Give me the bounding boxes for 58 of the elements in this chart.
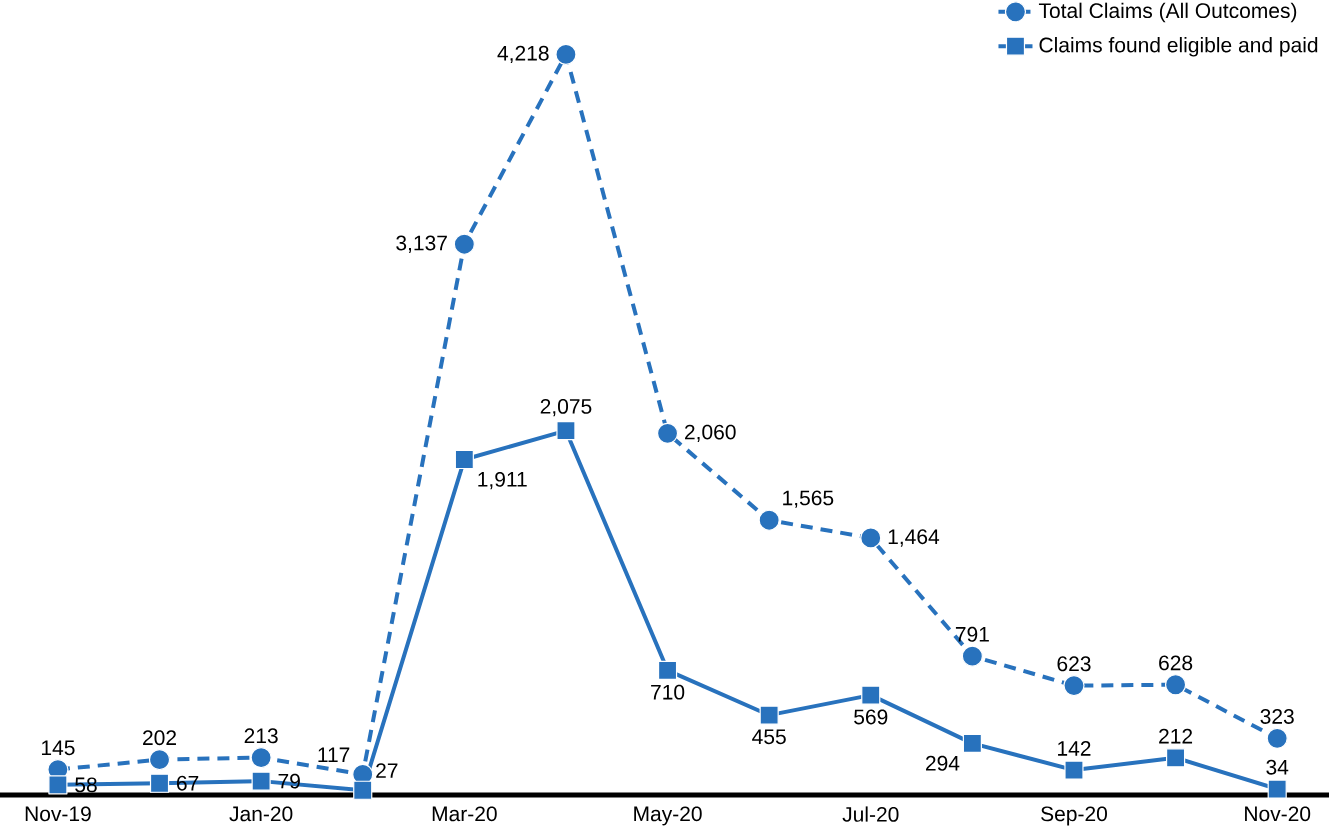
x-tick-label: Jul-20 [842, 806, 899, 822]
x-tick-label: Mar-20 [432, 806, 497, 822]
data-label: 710 [651, 684, 685, 700]
data-label: 213 [244, 728, 278, 744]
data-label: 34 [1266, 759, 1289, 775]
point [861, 685, 881, 705]
point [1165, 748, 1186, 768]
point [250, 747, 272, 769]
point [454, 449, 474, 470]
data-label: 455 [752, 729, 786, 745]
point [1266, 727, 1288, 749]
point [353, 780, 373, 800]
point [453, 233, 475, 255]
point [758, 509, 780, 531]
point [149, 773, 170, 793]
data-label: 27 [376, 763, 398, 778]
data-label: 2,075 [540, 398, 592, 417]
data-label: 569 [854, 709, 888, 725]
legend-label: Claims found eligible and paid [1039, 37, 1318, 57]
data-label: 4,218 [497, 45, 549, 64]
point [1267, 779, 1287, 799]
data-label: 628 [1159, 655, 1193, 671]
data-label: 1,911 [478, 471, 527, 490]
x-tick-label: Nov-20 [1245, 806, 1311, 822]
point [860, 527, 882, 549]
data-label: 623 [1057, 656, 1091, 672]
data-label: 117 [318, 747, 350, 763]
data-label: 58 [75, 777, 97, 793]
x-tick-label: Jan-20 [229, 806, 293, 822]
point [1063, 675, 1085, 697]
data-label: 1,565 [783, 490, 834, 508]
point [148, 748, 171, 771]
data-label: 142 [1058, 741, 1091, 756]
legend-label: Total Claims (All Outcomes) [1038, 2, 1297, 23]
data-label: 3,137 [396, 235, 447, 253]
point [759, 705, 779, 725]
data-label: 202 [143, 730, 176, 746]
data-label: 212 [1159, 728, 1193, 744]
data-label: 145 [41, 740, 75, 756]
point [1164, 674, 1187, 696]
point [48, 775, 68, 795]
data-label: 67 [176, 775, 199, 791]
x-tick-label: May-20 [634, 806, 702, 826]
data-label: 323 [1260, 709, 1294, 724]
data-label: 1,464 [888, 529, 940, 547]
point [961, 645, 983, 667]
data-label: 294 [926, 755, 960, 771]
point [657, 660, 678, 680]
point [1064, 760, 1084, 780]
point [656, 422, 679, 444]
x-tick-label: Sep-20 [1041, 806, 1107, 826]
x-tick-label: Nov-19 [25, 806, 91, 822]
data-label: 791 [955, 626, 989, 642]
data-label: 2,060 [685, 424, 736, 442]
point [555, 43, 577, 66]
point [556, 421, 576, 441]
point [251, 771, 271, 791]
point [962, 733, 982, 753]
